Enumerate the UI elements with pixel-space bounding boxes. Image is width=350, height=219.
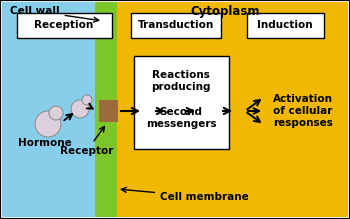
Bar (99, 100, 118, 122)
FancyBboxPatch shape (131, 12, 220, 37)
Bar (2, 2, 110, 217)
Bar (95, 2, 113, 217)
Text: Receptor: Receptor (60, 127, 113, 156)
Circle shape (35, 111, 61, 137)
FancyBboxPatch shape (246, 12, 323, 37)
Text: Cell wall: Cell wall (10, 6, 99, 22)
Bar (113, 2, 117, 217)
Text: Reactions
producing: Reactions producing (151, 70, 211, 92)
Circle shape (82, 95, 92, 105)
Text: Cell membrane: Cell membrane (121, 187, 249, 202)
Circle shape (71, 100, 89, 118)
Text: Hormone: Hormone (18, 138, 72, 148)
Text: Induction: Induction (257, 20, 313, 30)
Text: Activation
of cellular
responses: Activation of cellular responses (273, 94, 333, 128)
Text: Transduction: Transduction (138, 20, 214, 30)
FancyBboxPatch shape (133, 55, 229, 148)
FancyBboxPatch shape (16, 12, 112, 37)
Text: Second
messengers: Second messengers (146, 107, 216, 129)
Bar (110, 2, 348, 217)
Text: Reception: Reception (34, 20, 94, 30)
Circle shape (49, 106, 63, 120)
Text: Cytoplasm: Cytoplasm (190, 5, 260, 18)
